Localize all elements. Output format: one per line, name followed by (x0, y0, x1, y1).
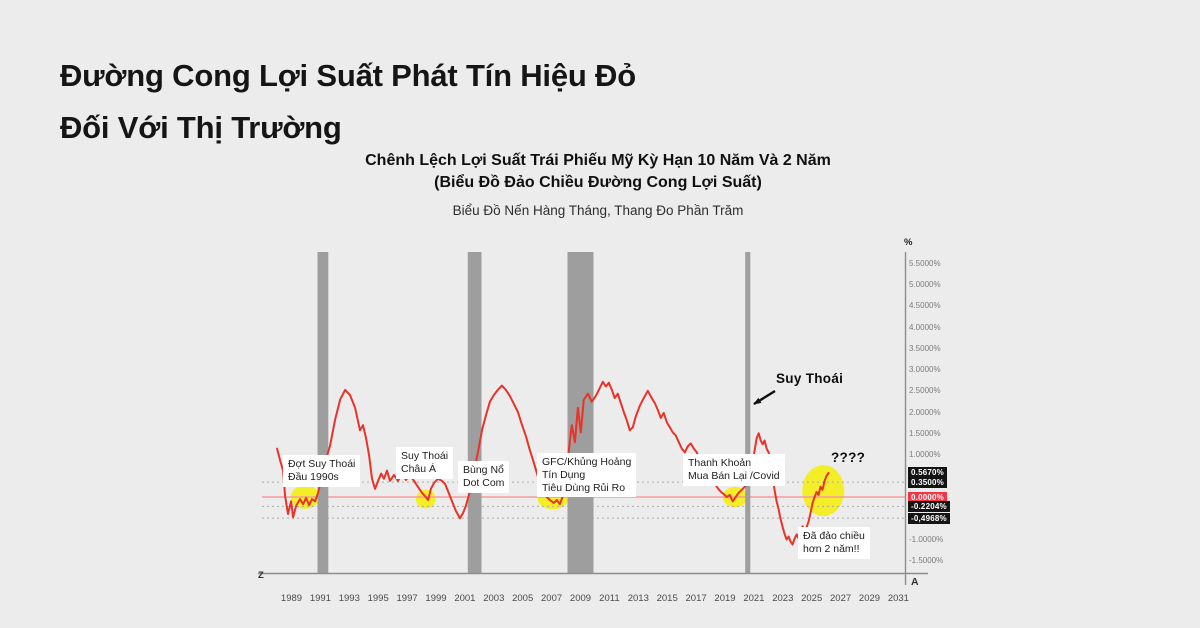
y-axis-tick: 4.5000% (909, 301, 941, 311)
annotation-label: Bùng Nổ Dot Com (458, 461, 510, 493)
x-axis-year: 2023 (772, 593, 794, 604)
y-axis-percent-symbol: % (904, 237, 913, 248)
axis-right-marker: A (911, 576, 919, 588)
x-axis-year: 2007 (541, 593, 563, 604)
x-axis-year: 1993 (338, 593, 360, 604)
recession-band (317, 252, 329, 574)
x-axis-year: 2009 (569, 593, 592, 604)
x-axis-year: 1999 (425, 593, 447, 604)
price-label-badge: 0.3500% (908, 476, 947, 488)
y-axis-tick: 1.0000% (909, 450, 941, 459)
x-axis-year: 2013 (627, 593, 649, 604)
recession-band (467, 252, 482, 574)
chart-title-line2: (Biểu Đồ Đảo Chiều Đường Cong Lợi Suất) (434, 174, 762, 191)
y-axis-tick: 2.5000% (909, 386, 941, 396)
x-axis-year: 2005 (512, 593, 534, 604)
y-axis-tick: 4.0000% (909, 322, 941, 332)
x-axis-year: 1989 (280, 593, 303, 604)
recession-band (567, 252, 594, 574)
x-axis-year: 2003 (483, 593, 505, 604)
x-axis-year: 2015 (656, 593, 678, 604)
chart-subtitle: Biểu Đồ Nến Hàng Tháng, Thang Đo Phần Tr… (452, 203, 744, 218)
annotation-label: GFC/Khủng Hoảng Tín Dụng Tiêu Dùng Rủi R… (537, 453, 637, 498)
annotation-label: Suy Thoái (776, 371, 844, 386)
x-axis-year: 2025 (801, 593, 823, 604)
x-axis-year: 2011 (599, 593, 620, 604)
x-axis-year: 2027 (830, 593, 852, 604)
page-title: Đường Cong Lợi Suất Phát Tín Hiệu Đỏ Đối… (60, 50, 636, 154)
y-axis-tick: 2.0000% (909, 407, 941, 417)
price-label-badge: -0.2204% (908, 500, 950, 512)
axis-left-marker: Z (258, 570, 264, 581)
y-axis-tick: 5.0000% (909, 280, 941, 289)
y-axis-tick: 3.0000% (909, 365, 941, 374)
highlight-ellipse (802, 465, 845, 517)
x-axis-year: 1991 (309, 593, 331, 604)
y-axis-tick: -1.5000% (909, 556, 944, 566)
x-axis-year: 2031 (887, 593, 909, 604)
annotation-label: Đã đảo chiều hơn 2 năm!! (798, 527, 870, 559)
y-axis-tick: 5.5000% (909, 258, 941, 268)
annotation-label: Thanh Khoản Mua Bán Lại /Covid (683, 454, 785, 486)
x-axis-year: 1997 (396, 593, 418, 604)
y-axis-tick: 1.5000% (909, 428, 941, 438)
page-title-line1: Đường Cong Lợi Suất Phát Tín Hiệu Đỏ (60, 58, 636, 93)
x-axis-year: 2029 (858, 593, 881, 604)
y-axis-tick: -1.0000% (909, 535, 944, 544)
recession-band (745, 252, 751, 574)
annotation-label: ???? (831, 450, 866, 465)
y-axis-tick: 3.5000% (909, 343, 941, 353)
page-title-line2: Đối Với Thị Trường (60, 110, 342, 145)
annotation-arrow (753, 389, 776, 406)
price-label-badge: -0,4968% (908, 512, 950, 524)
price-label-badge: 0.5670% (908, 467, 947, 479)
x-axis-year: 2017 (685, 593, 707, 604)
x-axis-year: 2019 (714, 593, 736, 604)
x-axis-year: 2021 (743, 593, 765, 604)
price-label-badge: 0.0000% (908, 491, 947, 503)
chart-heading: Chênh Lệch Lợi Suất Trái Phiếu Mỹ Kỳ Hạn… (268, 150, 928, 218)
annotation-label: Suy Thoái Châu Á (396, 447, 454, 479)
chart-title-line1: Chênh Lệch Lợi Suất Trái Phiếu Mỹ Kỳ Hạn… (365, 152, 831, 169)
x-axis-year: 1995 (367, 593, 389, 604)
x-axis-year: 2001 (454, 593, 476, 604)
annotation-label: Đợt Suy Thoái Đầu 1990s (283, 455, 361, 487)
highlight-ellipse (415, 489, 436, 509)
